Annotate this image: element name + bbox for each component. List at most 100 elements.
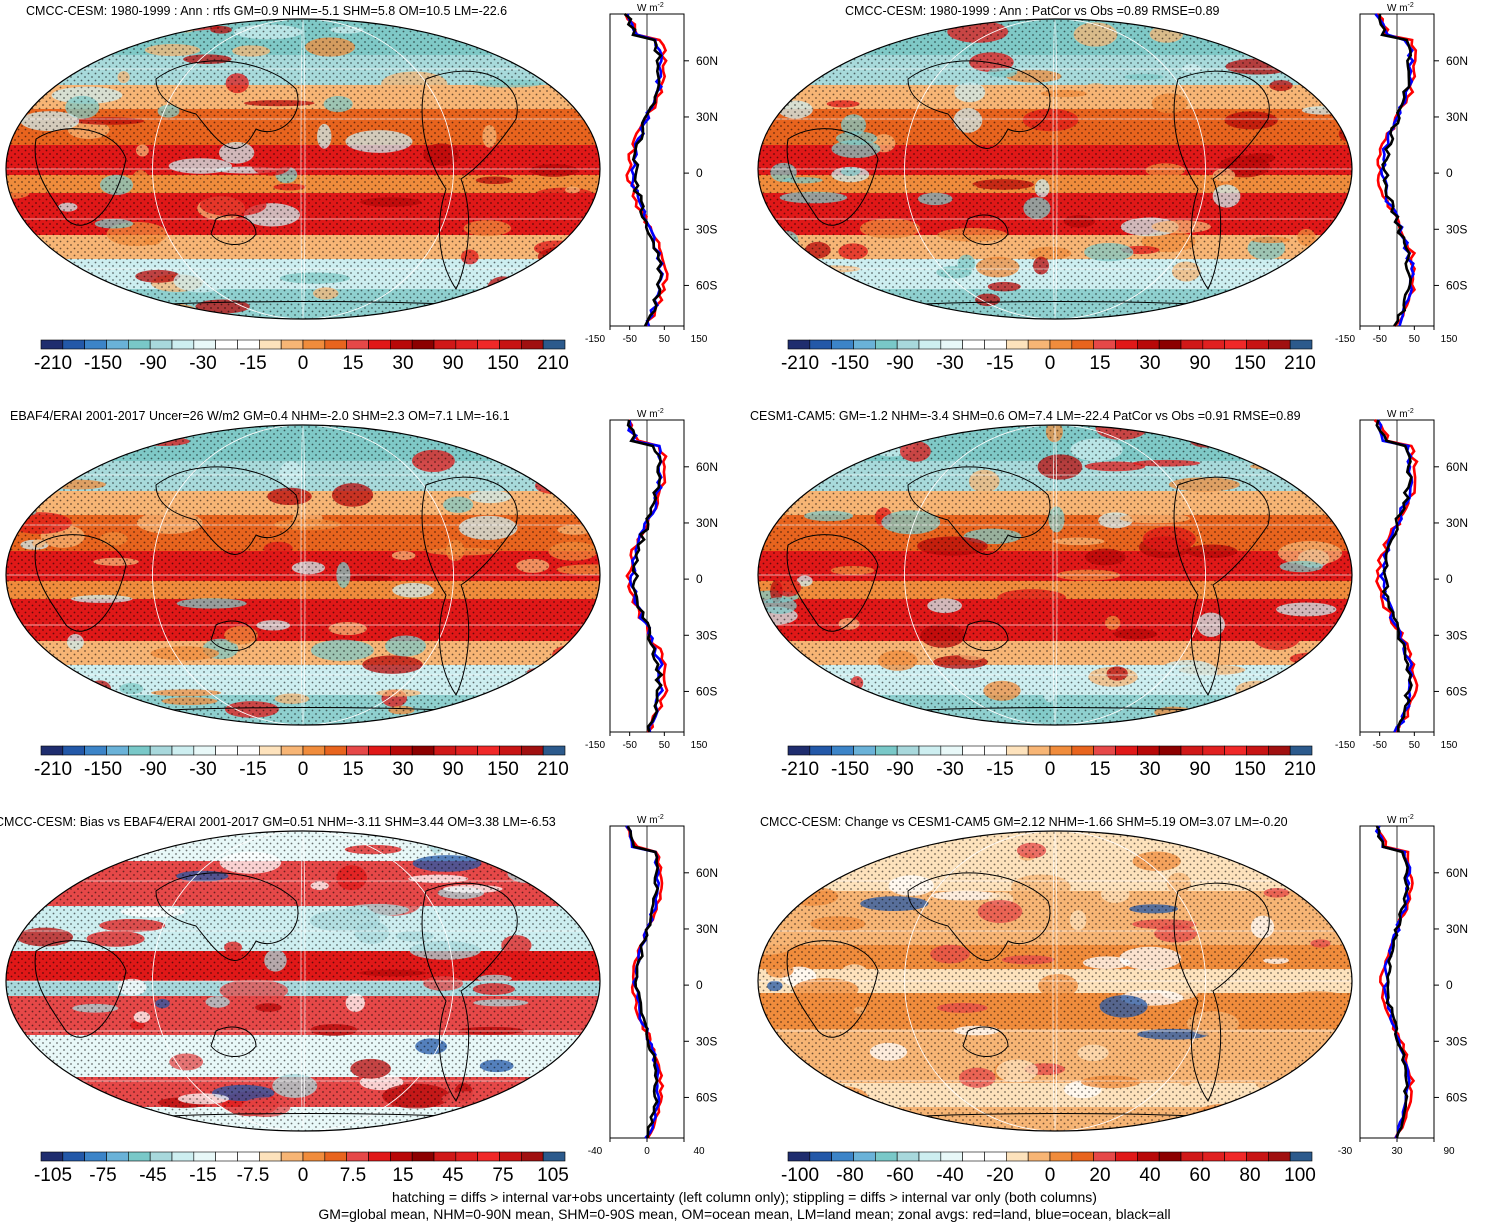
colorbar-swatch	[1246, 339, 1269, 350]
panel-title: EBAF4/ERAI 2001-2017 Uncer=26 W/m2 GM=0.…	[10, 409, 510, 423]
colorbar-swatch	[346, 745, 369, 756]
map-field	[758, 831, 1352, 1131]
colorbar-swatch	[1006, 1151, 1029, 1162]
colorbar-swatch	[875, 339, 898, 350]
colorbar-swatch	[809, 1151, 832, 1162]
colorbar-swatch	[1027, 745, 1051, 756]
latitude-label: 60N	[696, 866, 718, 880]
colorbar-swatch	[1202, 745, 1225, 756]
colorbar-swatch	[940, 339, 963, 350]
colorbar-label: -15	[239, 353, 267, 374]
colorbar-swatch	[1137, 745, 1160, 756]
latitude-label: 0	[696, 572, 703, 586]
colorbar-swatch	[128, 339, 151, 350]
latitude-label: 60N	[696, 460, 718, 474]
colorbar-swatch	[193, 745, 216, 756]
global-map	[5, 830, 601, 1132]
colorbar-swatch	[1071, 745, 1094, 756]
colorbar-label: -30	[936, 353, 964, 374]
zonal-profile: 60N 30N 0 30S 60S -150 -50 50 150 W m-2	[585, 2, 718, 345]
colorbar-label: 90	[1189, 353, 1211, 374]
colorbar-label: 15	[1089, 353, 1111, 374]
colorbar-label: -150	[830, 759, 870, 780]
footer-line-2: GM=global mean, NHM=0-90N mean, SHM=0-90…	[318, 1206, 1171, 1222]
colorbar-swatch	[940, 745, 963, 756]
colorbar-swatch	[1093, 339, 1116, 350]
colorbar-label: 15	[392, 1165, 414, 1186]
colorbar-label: 15	[1089, 759, 1111, 780]
colorbar-swatch	[411, 1151, 435, 1162]
unit-label: W m-2	[1387, 814, 1414, 826]
colorbar-swatch	[390, 745, 413, 756]
zonal-curve	[1375, 825, 1410, 1139]
colorbar-swatch	[171, 339, 195, 350]
colorbar-label: -150	[83, 353, 123, 374]
colorbar-swatch	[1246, 1151, 1269, 1162]
colorbar-swatch	[259, 745, 282, 756]
colorbar-label: -15	[986, 759, 1014, 780]
x-tick-label: -40	[588, 1146, 603, 1157]
unit-label: W m-2	[1387, 2, 1414, 14]
colorbar-swatch	[1115, 745, 1138, 756]
x-tick-label: 30	[1391, 1146, 1403, 1157]
colorbar-swatch	[368, 339, 391, 350]
x-tick-label: 50	[1409, 740, 1421, 751]
colorbar-swatch	[809, 339, 832, 350]
colorbar-label: -105	[33, 1165, 73, 1186]
colorbar-swatch	[324, 339, 347, 350]
colorbar-label: 0	[1044, 1165, 1056, 1186]
colorbar-swatch	[787, 1151, 811, 1162]
x-tick-label: 150	[691, 740, 708, 751]
colorbar-label: 15	[342, 353, 364, 374]
colorbar-swatch	[831, 745, 854, 756]
colorbar-swatch	[237, 339, 260, 350]
colorbar-swatch	[984, 745, 1007, 756]
colorbar-swatch	[302, 1151, 326, 1162]
colorbar-swatch	[302, 745, 326, 756]
colorbar-label: -210	[780, 759, 820, 780]
colorbar-label: 150	[487, 353, 519, 374]
x-tick-label: -50	[1372, 334, 1387, 345]
colorbar-swatch	[984, 1151, 1007, 1162]
colorbar-swatch	[542, 339, 566, 350]
global-map	[5, 424, 601, 726]
x-tick-label: -50	[622, 334, 637, 345]
colorbar-label: 150	[1234, 759, 1266, 780]
colorbar-label: 40	[1139, 1165, 1161, 1186]
colorbar-label: -100	[780, 1165, 820, 1186]
colorbar-swatch	[787, 339, 811, 350]
colorbar-swatch	[875, 745, 898, 756]
latitude-label: 0	[696, 166, 703, 180]
latitude-label: 30S	[1446, 628, 1467, 642]
colorbar-swatch	[962, 1151, 985, 1162]
colorbar-swatch	[149, 1151, 173, 1162]
colorbar-label: -210	[33, 759, 73, 780]
x-tick-label: 0	[644, 1146, 650, 1157]
zonal-profile: 60N 30N 0 30S 60S -40 0 40 W m-2	[588, 814, 718, 1157]
colorbar-label: 45	[442, 1165, 464, 1186]
colorbar-label: 150	[487, 759, 519, 780]
colorbar-label: 0	[297, 759, 309, 780]
colorbar-label: -15	[986, 353, 1014, 374]
colorbar-label: 30	[1139, 759, 1161, 780]
colorbar-label: 210	[1284, 759, 1316, 780]
colorbar-swatch	[1006, 339, 1029, 350]
colorbar-label: -40	[936, 1165, 964, 1186]
colorbar-label: 150	[1234, 353, 1266, 374]
x-tick-label: 150	[691, 334, 708, 345]
colorbar-swatch	[1137, 339, 1160, 350]
colorbar-swatch	[259, 339, 282, 350]
colorbar-swatch	[215, 1151, 238, 1162]
latitude-label: 0	[696, 978, 703, 992]
colorbar-swatch	[215, 745, 238, 756]
colorbar-swatch	[477, 745, 500, 756]
colorbar-label: -15	[239, 759, 267, 780]
colorbar-swatch	[1027, 339, 1051, 350]
colorbar-swatch	[853, 1151, 876, 1162]
colorbar-label: 75	[492, 1165, 514, 1186]
x-tick-label: 150	[1441, 740, 1458, 751]
colorbar-swatch	[106, 339, 129, 350]
x-tick-label: 50	[1409, 334, 1421, 345]
colorbar-swatch	[499, 339, 522, 350]
x-tick-label: -50	[622, 740, 637, 751]
